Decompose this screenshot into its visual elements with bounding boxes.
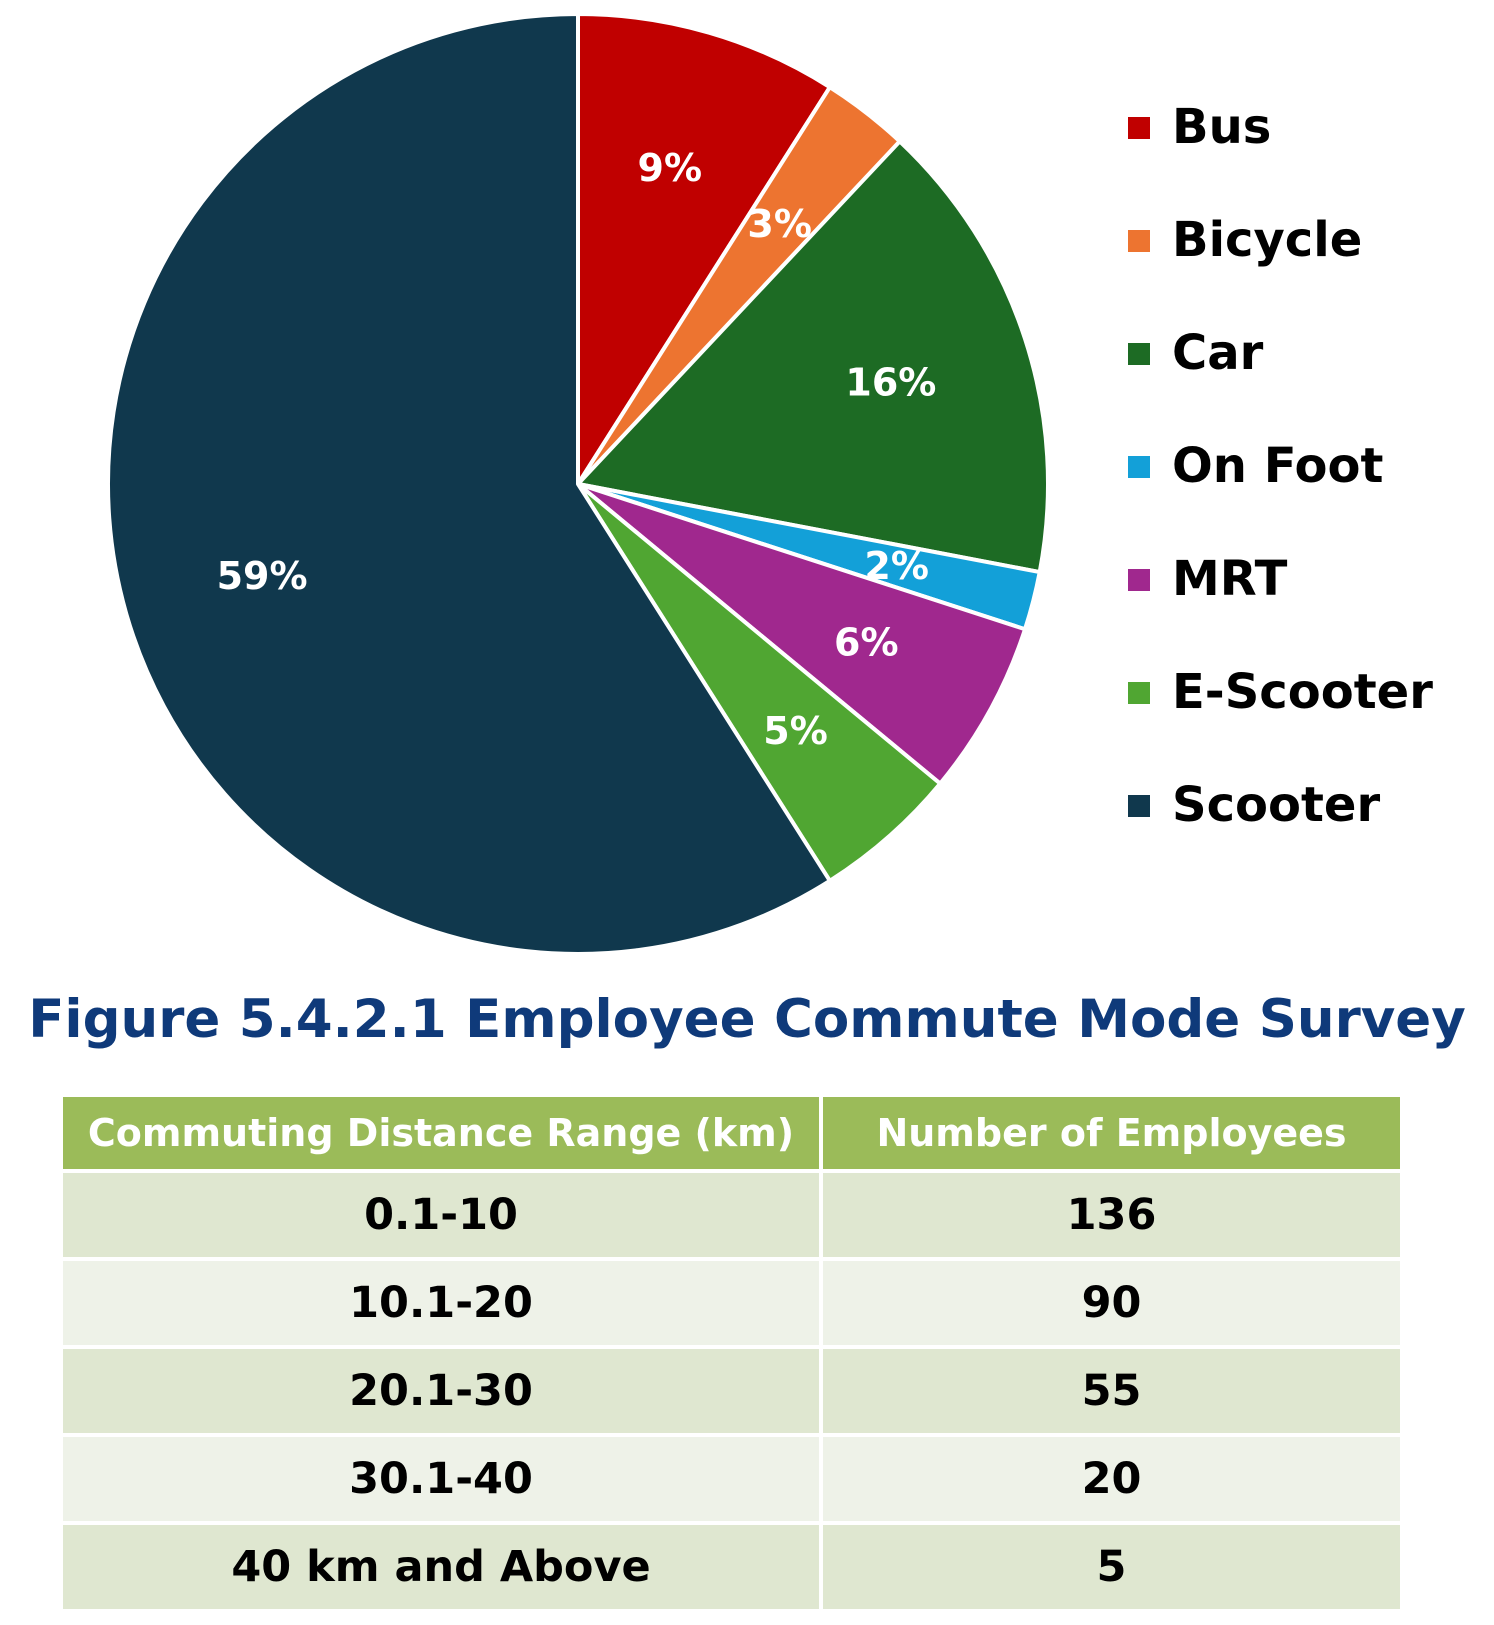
table-cell-employees: 136	[823, 1173, 1400, 1261]
commute-distance-table: Commuting Distance Range (km) Number of …	[63, 1097, 1400, 1613]
pie-slice-e-scooter	[576, 482, 943, 883]
pie-chart: 9% 3% 16% 2% 6%5% 59%	[105, 12, 1051, 956]
table-row: 0.1-10 136	[63, 1173, 1400, 1261]
table-cell-employees: 90	[823, 1261, 1400, 1349]
table-row: 30.1-40 20	[63, 1437, 1400, 1525]
slice-value-label-scooter: 59%	[217, 554, 308, 598]
table-header-row: Commuting Distance Range (km) Number of …	[63, 1097, 1400, 1173]
legend-swatch	[1128, 569, 1150, 591]
legend-swatch	[1128, 795, 1150, 817]
legend-label: MRT	[1172, 551, 1288, 607]
legend-label: Bus	[1172, 99, 1272, 155]
table-cell-distance: 40 km and Above	[63, 1525, 823, 1613]
slice-value-label-mrt: 6%	[834, 621, 899, 665]
slice-value-label-on-foot: 2%	[864, 544, 929, 588]
legend-label: Car	[1172, 325, 1264, 381]
table-row: 40 km and Above 5	[63, 1525, 1400, 1613]
slice-value-label-e-scooter: 5%	[763, 709, 828, 753]
legend-swatch	[1128, 117, 1150, 139]
slice-value-label-bicycle: 3%	[747, 202, 812, 246]
slice-value-label-car: 16%	[845, 360, 936, 404]
legend-swatch	[1128, 230, 1150, 252]
table-cell-distance: 30.1-40	[63, 1437, 823, 1525]
legend-label: Bicycle	[1172, 212, 1363, 268]
table-cell-distance: 10.1-20	[63, 1261, 823, 1349]
pie-slice-mrt	[576, 482, 1027, 786]
table-cell-employees: 5	[823, 1525, 1400, 1613]
table-header-employees: Number of Employees	[823, 1097, 1400, 1173]
table-cell-employees: 20	[823, 1437, 1400, 1525]
legend-swatch	[1128, 456, 1150, 478]
legend-swatch	[1128, 343, 1150, 365]
legend-label: On Foot	[1172, 438, 1384, 494]
pie-slice-scooter	[105, 12, 832, 956]
pie-slices	[105, 12, 1051, 956]
table-header-distance: Commuting Distance Range (km)	[63, 1097, 823, 1173]
table-cell-distance: 0.1-10	[63, 1173, 823, 1261]
table-row: 20.1-30 55	[63, 1349, 1400, 1437]
table-row: 10.1-20 90	[63, 1261, 1400, 1349]
pie-slice-car	[576, 139, 1051, 575]
table-cell-employees: 55	[823, 1349, 1400, 1437]
pie-slice-labels: 9% 3% 16% 2% 6%5% 59%	[217, 146, 937, 753]
table-cell-distance: 20.1-30	[63, 1349, 823, 1437]
legend-label: E-Scooter	[1172, 664, 1433, 720]
legend-label: Scooter	[1172, 777, 1381, 833]
legend-swatch	[1128, 682, 1150, 704]
figure-caption: Figure 5.4.2.1 Employee Commute Mode Sur…	[28, 989, 1466, 1050]
slice-value-label-bus: 9%	[638, 146, 703, 190]
pie-slice-bus	[576, 12, 832, 486]
